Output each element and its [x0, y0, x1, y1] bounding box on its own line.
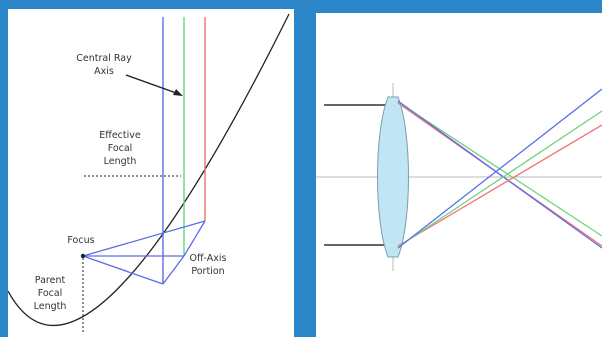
off-axis-parabola-diagram: Central Ray Axis Effective Focal Length … [8, 13, 290, 334]
blue-reflected-ray-bottom [82, 255, 164, 285]
central-ray-pointer [125, 74, 180, 95]
blue-off-axis-edge [183, 220, 206, 257]
efl-label-1: Effective [99, 130, 141, 141]
lens-focusing-diagram [316, 83, 602, 271]
off-axis-parabola-panel: Central Ray Axis Effective Focal Length … [8, 9, 294, 337]
focus-point [80, 253, 86, 259]
parent-focal-label-3: Length [34, 301, 67, 312]
central-ray-label-1: Central Ray [76, 53, 132, 64]
central-ray-arrowhead [173, 89, 183, 96]
efl-label-3: Length [104, 156, 137, 167]
red-ray-bottom [397, 124, 602, 247]
blue-ray-bottom [397, 88, 602, 249]
blue-reflected-ray-top [82, 220, 206, 257]
parent-focal-label-1: Parent [35, 275, 66, 286]
green-ray-bottom [397, 110, 602, 248]
off-axis-label-1: Off-Axis [190, 253, 227, 264]
parent-focal-label-2: Focal [38, 288, 63, 299]
biconvex-lens [377, 96, 409, 258]
efl-label-2: Focal [108, 143, 133, 154]
blue-ray-top [397, 100, 602, 249]
lens-focusing-panel [316, 13, 602, 337]
central-ray-label-2: Axis [94, 66, 114, 77]
off-axis-label-2: Portion [191, 266, 224, 277]
parabolic-mirror-curve [8, 13, 290, 327]
blue-off-axis-edge-lower [162, 255, 185, 285]
focus-label: Focus [67, 235, 94, 246]
